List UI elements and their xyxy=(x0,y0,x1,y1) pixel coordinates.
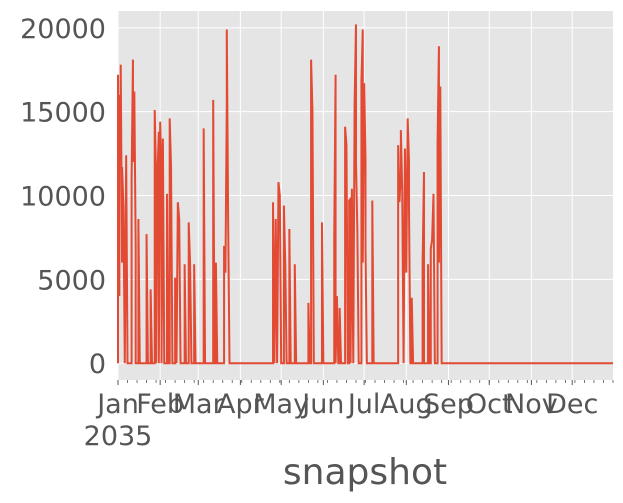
axis-ticks xyxy=(117,380,614,385)
x-tick-label: Jul xyxy=(346,389,381,420)
y-tick-labels: 0 5000 10000 15000 20000 xyxy=(20,14,106,380)
x-tick-label: Apr xyxy=(217,389,265,420)
x-tick-year-label: 2035 xyxy=(84,421,153,452)
x-tick-label: Jan xyxy=(95,389,139,420)
x-axis-label: snapshot xyxy=(283,452,447,493)
y-tick-label: 10000 xyxy=(20,182,106,213)
x-tick-label: Nov xyxy=(505,389,558,420)
y-tick-label: 15000 xyxy=(20,98,106,129)
y-tick-label: 0 xyxy=(89,349,106,380)
series-line xyxy=(117,24,613,365)
x-tick-label: Feb xyxy=(136,389,184,420)
x-tick-label: Dec xyxy=(546,389,598,420)
y-tick-label: 20000 xyxy=(20,14,106,45)
x-tick-label: Oct xyxy=(466,389,513,420)
x-tick-label: Mar xyxy=(173,389,225,420)
x-tick-label: Sep xyxy=(423,389,474,420)
x-tick-label: Aug xyxy=(380,389,433,420)
x-tick-label: Jun xyxy=(300,389,344,420)
y-tick-label: 5000 xyxy=(37,265,106,296)
series-group xyxy=(117,24,613,365)
x-tick-label: May xyxy=(253,389,309,420)
